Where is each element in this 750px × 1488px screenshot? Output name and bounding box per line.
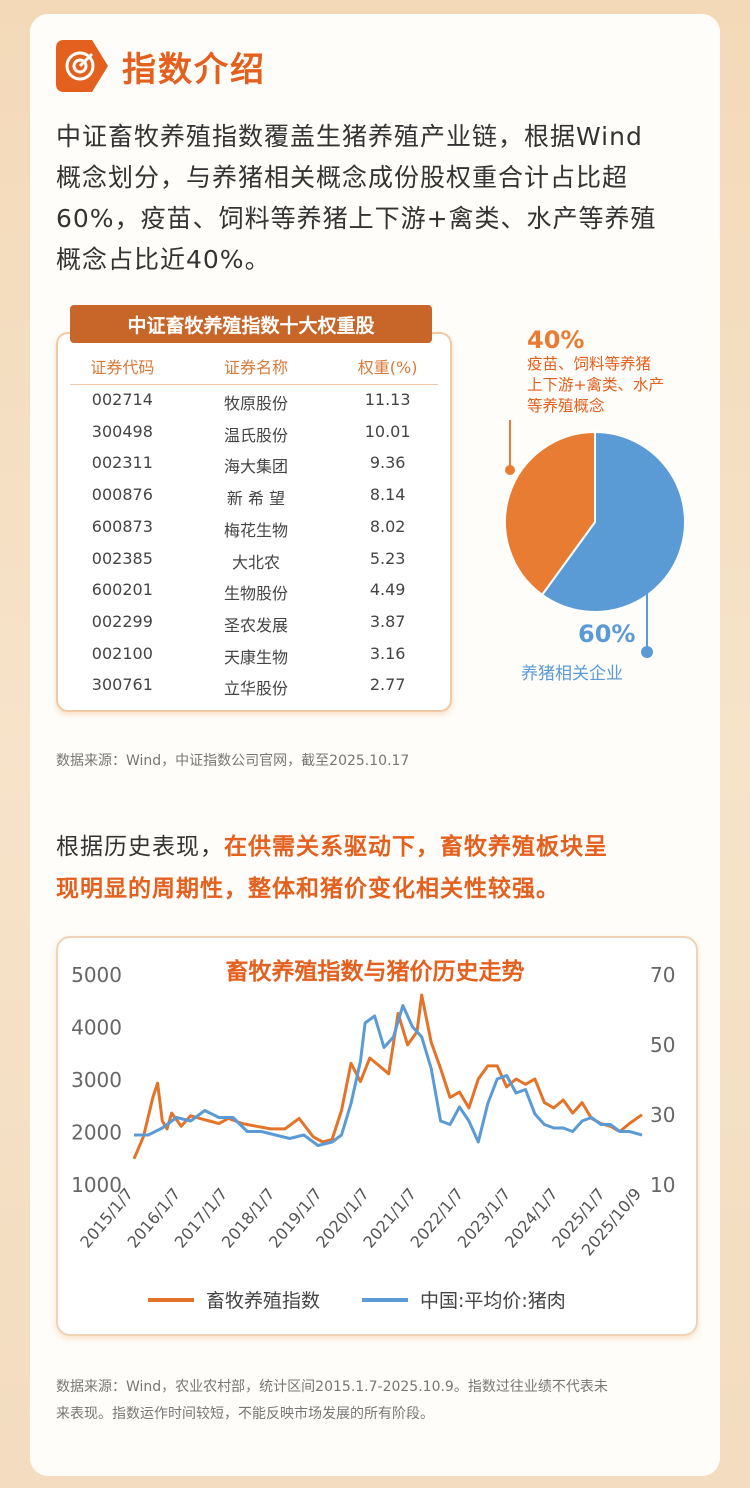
header-weight: 权重(%) — [325, 354, 450, 378]
intro-line: 概念占比近40%。 — [56, 239, 702, 280]
cell-weight: 8.14 — [325, 485, 450, 509]
series-line-index — [134, 995, 642, 1159]
cell-code: 002385 — [58, 549, 187, 573]
table-title: 中证畜牧养殖指数十大权重股 — [70, 305, 432, 343]
history-highlight-1: 在供需关系驱动下，畜牧养殖板块呈 — [224, 834, 608, 860]
header-name: 证券名称 — [187, 354, 326, 378]
table-header: 证券代码 证券名称 权重(%) — [58, 354, 450, 378]
cell-name: 圣农发展 — [187, 612, 326, 636]
cell-name: 天康生物 — [187, 644, 326, 668]
target-icon — [56, 40, 108, 92]
intro-line: 60%，疫苗、饲料等养猪上下游+禽类、水产等养殖 — [56, 198, 702, 239]
cell-name: 大北农 — [187, 549, 326, 573]
weights-table: 证券代码 证券名称 权重(%) 002714 牧原股份 11.13 300498 温氏股… — [56, 332, 452, 712]
cell-name: 牧原股份 — [187, 390, 326, 414]
cell-name: 新 希 望 — [187, 485, 326, 509]
cell-weight: 4.49 — [325, 580, 450, 604]
cell-code: 300498 — [58, 422, 187, 446]
y-left-tick: 3000 — [71, 1068, 122, 1092]
y-right-tick: 10 — [650, 1173, 675, 1197]
history-paragraph: 根据历史表现，在供需关系驱动下，畜牧养殖板块呈 现明显的周期性，整体和猪价变化相… — [56, 826, 706, 910]
cell-weight: 10.01 — [325, 422, 450, 446]
cell-name: 立华股份 — [187, 675, 326, 699]
cell-name: 海大集团 — [187, 453, 326, 477]
y-left-tick: 5000 — [71, 963, 122, 987]
series-line-pork — [134, 1006, 642, 1146]
history-plain: 根据历史表现， — [56, 834, 224, 860]
legend-label: 中国:平均价:猪肉 — [420, 1290, 566, 1312]
table-row: 300761 立华股份 2.77 — [58, 675, 450, 699]
table-row: 002100 天康生物 3.16 — [58, 644, 450, 668]
intro-line: 概念划分，与养猪相关概念成份股权重合计占比超 — [56, 157, 702, 198]
pie-pct-blue: 60% — [578, 620, 635, 648]
cell-weight: 3.16 — [325, 644, 450, 668]
cell-code: 002100 — [58, 644, 187, 668]
history-line-1: 根据历史表现，在供需关系驱动下，畜牧养殖板块呈 — [56, 826, 706, 868]
source-note-2-line: 数据来源：Wind，农业农村部，统计区间2015.1.7-2025.10.9。指… — [56, 1374, 706, 1401]
history-highlight-2: 现明显的周期性，整体和猪价变化相关性较强。 — [56, 868, 706, 910]
table-row: 002714 牧原股份 11.13 — [58, 390, 450, 414]
y-right-tick: 50 — [650, 1033, 675, 1057]
leader-dot-orange — [505, 465, 515, 475]
source-note-1: 数据来源：Wind，中证指数公司官网，截至2025.10.17 — [56, 750, 409, 770]
cell-weight: 3.87 — [325, 612, 450, 636]
y-left-tick: 4000 — [71, 1016, 122, 1040]
y-right-tick: 30 — [650, 1103, 675, 1127]
section-header: 指数介绍 — [56, 38, 266, 94]
cell-code: 600873 — [58, 517, 187, 541]
cell-weight: 9.36 — [325, 453, 450, 477]
header-code: 证券代码 — [58, 354, 187, 378]
cell-weight: 8.02 — [325, 517, 450, 541]
table-row: 300498 温氏股份 10.01 — [58, 422, 450, 446]
intro-paragraph: 中证畜牧养殖指数覆盖生猪养殖产业链，根据Wind 概念划分，与养猪相关概念成份股… — [56, 116, 702, 280]
y-left-tick: 2000 — [71, 1121, 122, 1145]
cell-code: 600201 — [58, 580, 187, 604]
section-title: 指数介绍 — [122, 42, 266, 91]
pie-desc-orange-2: 上下游+禽类、水产 — [527, 375, 664, 396]
pie-pct-orange: 40% — [527, 326, 664, 354]
cell-code: 000876 — [58, 485, 187, 509]
legend-label: 畜牧养殖指数 — [206, 1290, 320, 1312]
cell-weight: 2.77 — [325, 675, 450, 699]
cell-code: 300761 — [58, 675, 187, 699]
cell-name: 梅花生物 — [187, 517, 326, 541]
table-row: 600201 生物股份 4.49 — [58, 580, 450, 604]
table-row: 000876 新 希 望 8.14 — [58, 485, 450, 509]
cell-code: 002714 — [58, 390, 187, 414]
source-note-2: 数据来源：Wind，农业农村部，统计区间2015.1.7-2025.10.9。指… — [56, 1374, 706, 1428]
intro-line: 中证畜牧养殖指数覆盖生猪养殖产业链，根据Wind — [56, 116, 702, 157]
header-divider — [70, 384, 438, 385]
cell-weight: 11.13 — [325, 390, 450, 414]
table-row: 600873 梅花生物 8.02 — [58, 517, 450, 541]
pie-label-orange: 40% 疫苗、饲料等养猪 上下游+禽类、水产 等养殖概念 — [527, 326, 664, 417]
cell-code: 002299 — [58, 612, 187, 636]
y-right-tick: 70 — [650, 963, 675, 987]
pie-desc-orange-1: 疫苗、饲料等养猪 — [527, 354, 664, 375]
cell-name: 温氏股份 — [187, 422, 326, 446]
leader-dot-blue — [641, 646, 653, 658]
table-row: 002385 大北农 5.23 — [58, 549, 450, 573]
line-chart: 50004000300020001000705030102015/1/72016… — [56, 936, 698, 1336]
table-row: 002299 圣农发展 3.87 — [58, 612, 450, 636]
pie-desc-blue: 养猪相关企业 — [521, 659, 623, 684]
cell-name: 生物股份 — [187, 580, 326, 604]
source-note-2-line: 来表现。指数运作时间较短，不能反映市场发展的所有阶段。 — [56, 1401, 706, 1428]
cell-code: 002311 — [58, 453, 187, 477]
table-row: 002311 海大集团 9.36 — [58, 453, 450, 477]
cell-weight: 5.23 — [325, 549, 450, 573]
pie-desc-orange-3: 等养殖概念 — [527, 396, 664, 417]
